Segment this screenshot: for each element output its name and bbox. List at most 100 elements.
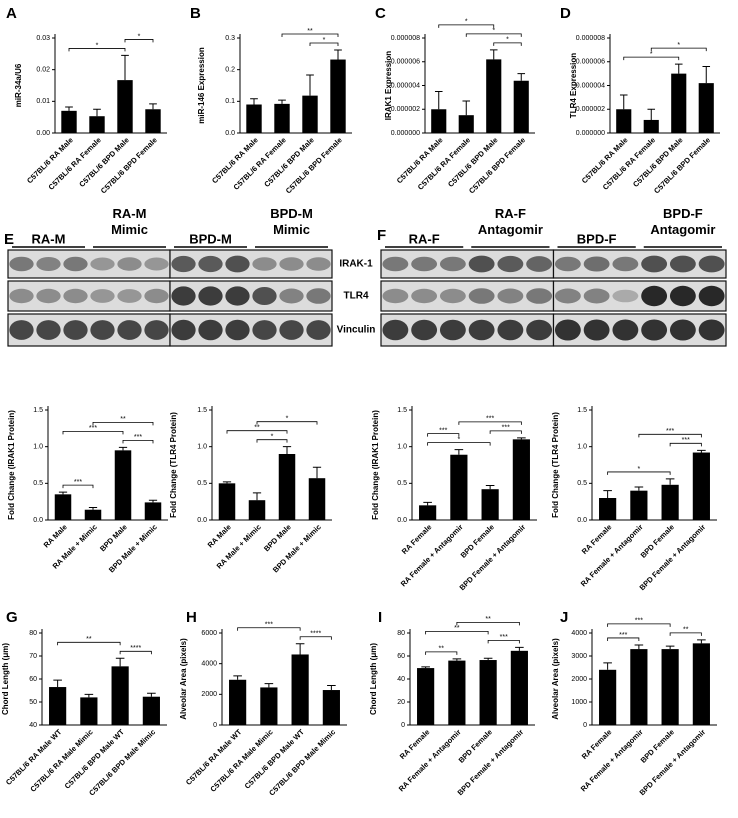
blot-band — [698, 255, 725, 273]
y-tick-label: 0.03 — [36, 35, 50, 42]
significance-label: *** — [500, 634, 508, 641]
x-tick-label: RA Male — [42, 522, 69, 549]
blot-band — [439, 256, 466, 272]
y-axis-label: IRAK1 Expression — [384, 51, 393, 120]
x-tick-label: C57BL/6 RA Male — [25, 135, 75, 185]
y-tick-label: 6000 — [201, 630, 217, 637]
group-label-line: Mimic — [273, 222, 310, 237]
y-axis-label: miR-34a/U6 — [14, 63, 23, 107]
bar — [698, 83, 714, 133]
significance-bracket — [237, 627, 301, 631]
x-tick-label: C57BL/6 RA Male — [210, 135, 260, 185]
error-bar — [634, 486, 644, 491]
bar — [274, 103, 290, 133]
panel-letter: A — [6, 5, 17, 22]
y-tick-label: 4000 — [571, 630, 587, 637]
blot-band — [63, 288, 88, 304]
y-tick-label: 1.0 — [33, 444, 43, 451]
group-label-line: RA-M — [113, 206, 147, 221]
blot-strip — [169, 280, 333, 312]
y-tick-label: 1.5 — [577, 407, 587, 414]
blot-band — [382, 319, 409, 341]
bar — [248, 500, 266, 520]
y-axis-label: miR-146 Expression — [197, 47, 206, 124]
bar — [599, 669, 617, 725]
blot-band — [36, 320, 61, 340]
panel-letter: B — [190, 5, 201, 22]
bar — [661, 484, 679, 520]
error-bar — [517, 437, 526, 440]
significance-bracket — [122, 440, 154, 444]
bar — [448, 660, 466, 725]
y-tick-label: 0.000006 — [391, 59, 420, 66]
panel-letter: I — [378, 609, 382, 626]
y-axis-label: Fold Change (TLR4 Protein) — [551, 412, 560, 518]
significance-label: * — [138, 33, 141, 40]
x-tick-label: C57BL/6 BPD Male — [262, 135, 316, 189]
y-tick-label: 1.0 — [197, 444, 207, 451]
group-label-line: RA-F — [495, 206, 526, 221]
y-tick-label: 0.000000 — [576, 130, 605, 137]
panel-letter: H — [186, 609, 197, 626]
bar — [481, 489, 499, 520]
significance-bracket — [438, 24, 495, 28]
x-tick-label: BPD Female + Antagomir — [456, 727, 526, 797]
error-bar — [115, 657, 125, 667]
bar — [419, 505, 437, 520]
blot-band — [468, 255, 495, 273]
blot-band — [144, 320, 169, 340]
significance-label: * — [286, 416, 289, 423]
blot-band — [669, 285, 696, 307]
significance-bracket — [623, 56, 680, 61]
significance-bracket — [309, 42, 339, 47]
y-tick-label: 0.5 — [577, 480, 587, 487]
x-tick-label: C57BL/6 RA Male — [580, 135, 630, 185]
y-tick-label: 0.0 — [577, 517, 587, 524]
error-bar — [665, 478, 675, 485]
significance-label: * — [638, 466, 641, 473]
significance-label: ** — [683, 627, 689, 634]
bar — [111, 666, 129, 725]
y-tick-label: 0.000000 — [391, 130, 420, 137]
error-bar — [423, 501, 432, 506]
blot-strip — [380, 280, 555, 312]
bar — [144, 502, 162, 520]
bar-chart: 0.0 0.5 1.0 1.5 Fold Change (IRAK1 Protein) R… — [7, 406, 168, 574]
significance-bracket — [638, 433, 702, 438]
significance-bracket — [68, 48, 126, 52]
panel-letter: C — [375, 5, 386, 22]
blot-band — [497, 319, 524, 341]
y-tick-label: 1.5 — [397, 407, 407, 414]
bar-chart: G 40 50 60 70 80 Chord Length (μm) C57BL/6 RA M… — [1, 609, 167, 797]
blot-strip — [552, 249, 727, 279]
bar — [229, 679, 247, 725]
blot-band — [117, 289, 142, 303]
bar — [510, 650, 528, 725]
x-tick-label: C57BL/6 RA Male WT — [4, 727, 64, 787]
error-bar — [93, 108, 101, 117]
y-tick-label: 0.5 — [397, 480, 407, 487]
blot-band — [198, 286, 223, 306]
y-tick-label: 2000 — [201, 691, 217, 698]
bar — [291, 654, 309, 725]
bar — [479, 660, 497, 725]
y-tick-label: 1000 — [571, 699, 587, 706]
significance-bracket — [62, 484, 94, 489]
y-axis-label: Chord Length (μm) — [369, 643, 378, 715]
blot-band — [526, 256, 553, 272]
panel-letter: G — [6, 609, 18, 626]
x-tick-label: RA Female + Antagomir — [399, 522, 465, 588]
blot-band — [252, 320, 277, 340]
y-tick-label: 0 — [401, 722, 405, 729]
y-tick-label: 0.000004 — [576, 82, 605, 89]
blot-band — [117, 257, 142, 271]
significance-bracket — [669, 632, 702, 636]
blot-band — [306, 257, 331, 271]
group-label: BPD-F Antagomir — [650, 206, 715, 237]
significance-bracket — [299, 636, 332, 640]
error-bar — [58, 491, 68, 495]
y-tick-label: 0.5 — [197, 480, 207, 487]
